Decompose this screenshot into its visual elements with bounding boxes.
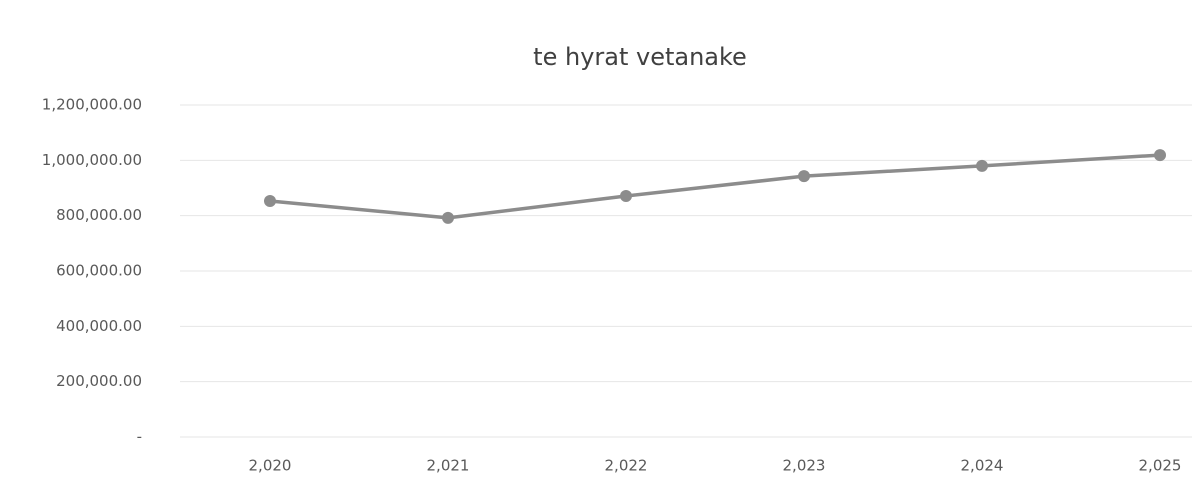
point [1154,149,1166,162]
x-tick-label: 2,022 [605,457,648,475]
x-tick-label: 2,025 [1139,457,1182,475]
x-tick-label: 2,024 [961,457,1004,475]
x-tick-label: 2,020 [249,457,292,475]
y-tick-label: 600,000.00 [56,262,142,280]
chart-title: te hyrat vetanake [533,43,747,71]
line-series [269,153,1161,220]
y-tick-label: 1,200,000.00 [42,96,142,114]
point [798,170,810,183]
y-tick-label: 400,000.00 [56,317,142,335]
point [442,211,454,224]
x-tick-label: 2,023 [783,457,826,475]
y-tick-label: 1,000,000.00 [42,151,142,169]
x-tick-label: 2,021 [427,457,470,475]
point [264,195,276,208]
y-tick-label: 200,000.00 [56,372,142,390]
point [620,190,632,203]
point [976,159,988,172]
y-tick-label: 800,000.00 [56,206,142,224]
y-tick-label: - [137,428,142,446]
